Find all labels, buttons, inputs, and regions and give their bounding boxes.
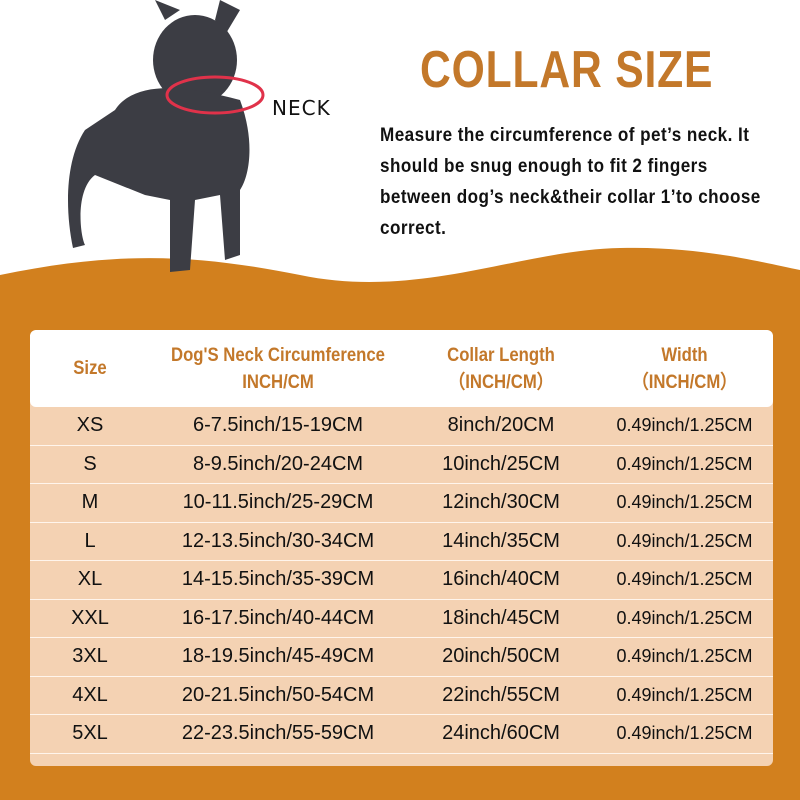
cell-length: 18inch/45CM	[442, 606, 560, 629]
header-text: Width	[661, 344, 708, 366]
measure-instructions: Measure the circumference of pet’s neck.…	[380, 125, 761, 239]
header-text: Dog'S Neck Circumference	[170, 344, 385, 366]
header-width: Width （INCH/CM）	[607, 342, 763, 396]
table-row: XL 14-15.5inch/35-39CM 16inch/40CM 0.49inch…	[30, 561, 773, 600]
cell-neck: 12-13.5inch/30-34CM	[181, 529, 375, 552]
table-row: XS 6-7.5inch/15-19CM 8inch/20CM 0.49inch/1.…	[30, 407, 773, 446]
cell-size: XL	[77, 568, 103, 591]
header-length: Collar Length （INCH/CM）	[417, 342, 584, 396]
cell-length: 24inch/60CM	[442, 722, 560, 745]
neck-label: NECK	[272, 96, 331, 120]
cell-size: XS	[76, 414, 104, 437]
table-row: 4XL 20-21.5inch/50-54CM 22inch/55CM 0.49inc…	[30, 677, 773, 715]
table-row: XXL 16-17.5inch/40-44CM 18inch/45CM 0.49inc…	[30, 600, 773, 638]
table-header: Size Dog'S Neck Circumference INCH/CM Col…	[30, 330, 773, 407]
cell-width: 0.49inch/1.25CM	[616, 569, 753, 590]
cell-size: 5XL	[72, 722, 108, 745]
header-unit: INCH/CM	[242, 371, 314, 393]
table-row: 5XL 22-23.5inch/55-59CM 24inch/60CM 0.49inc…	[30, 715, 773, 754]
french-bulldog-image	[68, 0, 265, 272]
cell-width: 0.49inch/1.25CM	[616, 415, 753, 436]
cell-width: 0.49inch/1.25CM	[616, 492, 753, 513]
cell-neck: 18-19.5inch/45-49CM	[181, 645, 375, 668]
header-text: Collar Length	[447, 344, 555, 366]
table-row: 3XL 18-19.5inch/45-49CM 20inch/50CM 0.49inc…	[30, 638, 773, 677]
cell-length: 22inch/55CM	[442, 683, 560, 706]
cell-length: 20inch/50CM	[442, 645, 560, 668]
cell-size: 4XL	[72, 683, 108, 706]
cell-neck: 22-23.5inch/55-59CM	[181, 722, 375, 745]
table-row: S 8-9.5inch/20-24CM 10inch/25CM 0.49inch/1.…	[30, 446, 773, 484]
cell-neck: 8-9.5inch/20-24CM	[192, 452, 364, 475]
header-unit: （INCH/CM）	[632, 371, 737, 393]
cell-size: XXL	[71, 606, 109, 629]
cell-width: 0.49inch/1.25CM	[616, 607, 753, 628]
page-title: COLLAR SIZE	[420, 41, 714, 99]
cell-size: M	[81, 491, 99, 514]
cell-neck: 10-11.5inch/25-29CM	[182, 491, 374, 514]
cell-neck: 14-15.5inch/35-39CM	[181, 568, 375, 591]
cell-length: 10inch/25CM	[442, 452, 560, 475]
size-table: Size Dog'S Neck Circumference INCH/CM Col…	[30, 330, 773, 766]
cell-length: 12inch/30CM	[442, 491, 560, 514]
cell-width: 0.49inch/1.25CM	[616, 684, 753, 705]
header-unit: （INCH/CM）	[448, 371, 554, 393]
cell-length: 8inch/20CM	[447, 414, 555, 437]
cell-neck: 16-17.5inch/40-44CM	[181, 606, 375, 629]
table-row: M 10-11.5inch/25-29CM 12inch/30CM 0.49inch/…	[30, 484, 773, 523]
cell-width: 0.49inch/1.25CM	[616, 646, 753, 667]
cell-width: 0.49inch/1.25CM	[616, 453, 753, 474]
cell-length: 14inch/35CM	[442, 529, 560, 552]
cell-size: S	[83, 452, 97, 475]
cell-neck: 20-21.5inch/50-54CM	[181, 683, 375, 706]
cell-length: 16inch/40CM	[442, 568, 560, 591]
cell-width: 0.49inch/1.25CM	[616, 530, 753, 551]
header-text: Size	[73, 358, 107, 379]
header-neck: Dog'S Neck Circumference INCH/CM	[165, 342, 390, 396]
cell-width: 0.49inch/1.25CM	[616, 723, 753, 744]
cell-neck: 6-7.5inch/15-19CM	[192, 414, 364, 437]
cell-size: 3XL	[72, 645, 108, 668]
table-row: L 12-13.5inch/30-34CM 14inch/35CM 0.49inch/…	[30, 523, 773, 561]
header-size: Size	[37, 355, 143, 382]
cell-size: L	[84, 529, 96, 552]
